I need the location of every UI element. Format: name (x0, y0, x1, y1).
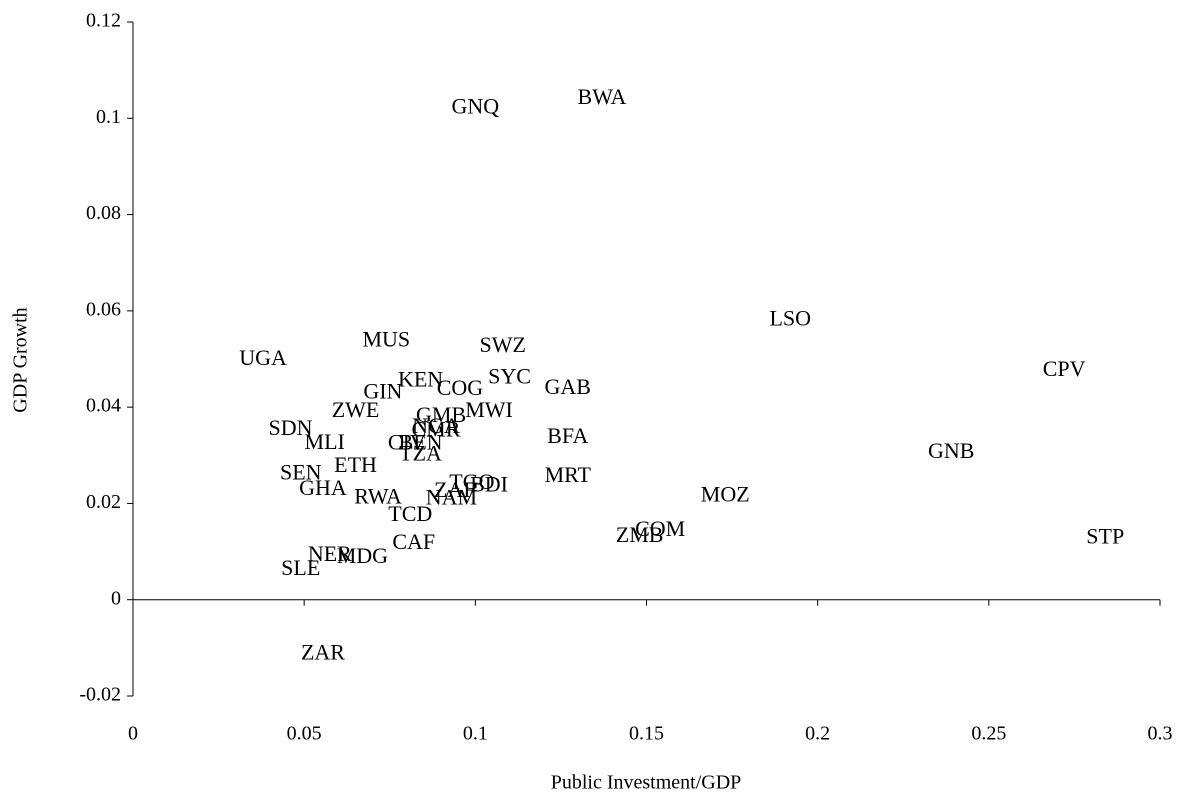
point-label: CAF (392, 529, 435, 554)
point-label: GHA (299, 475, 347, 500)
x-tick-label: 0.15 (629, 723, 664, 745)
point-label: UGA (239, 345, 287, 370)
point-label: GNQ (451, 94, 499, 119)
point-label: KEN (398, 367, 443, 392)
point-label: SEN (280, 460, 322, 485)
point-label: BFA (547, 423, 588, 448)
x-tick-label: 0.2 (805, 723, 830, 745)
point-label: MRT (545, 462, 592, 487)
y-tick-label: 0 (111, 587, 121, 609)
point-label: STP (1086, 524, 1124, 549)
point-label: SLE (281, 555, 320, 580)
x-tick-label: 0.3 (1148, 723, 1173, 745)
y-tick-label: -0.02 (79, 684, 121, 706)
point-label: ZAR (301, 640, 345, 665)
point-label: GMB (416, 402, 466, 427)
y-tick-label: 0.12 (86, 10, 121, 32)
x-tick-label: 0 (128, 723, 138, 745)
point-label: MDG (337, 543, 388, 568)
point-label: SDN (268, 415, 312, 440)
point-label: COG (437, 375, 484, 400)
point-label: GIN (363, 379, 402, 404)
x-tick-label: 0.25 (971, 723, 1006, 745)
point-label: BEN (399, 430, 443, 455)
point-label: MUS (362, 327, 410, 352)
point-label: ZWE (332, 397, 380, 422)
point-label: BWA (578, 84, 627, 109)
point-label: ZAF (434, 477, 476, 502)
point-label: SWZ (479, 332, 525, 357)
x-tick-label: 0.1 (463, 723, 488, 745)
y-tick-label: 0.04 (86, 395, 121, 417)
point-label: TZA (399, 440, 442, 465)
point-label: NER (308, 541, 352, 566)
y-tick-label: 0.08 (86, 202, 121, 224)
y-tick-label: 0.02 (86, 491, 121, 513)
point-label: TCD (388, 501, 432, 526)
point-label: CMR (412, 416, 461, 441)
x-tick-label: 0.05 (287, 723, 322, 745)
x-axis-title: Public Investment/GDP (551, 772, 742, 794)
point-label: GNB (928, 438, 974, 463)
point-label: CIV (388, 430, 426, 455)
point-label: GAB (545, 374, 591, 399)
point-label: ETH (334, 452, 377, 477)
y-tick-label: 0.06 (86, 298, 121, 320)
point-label: MWI (465, 397, 513, 422)
point-label: CPV (1043, 356, 1086, 381)
point-label: COM (635, 516, 685, 541)
point-label: MLI (305, 429, 345, 454)
y-axis-title: GDP Growth (10, 307, 32, 412)
point-label: NGA (412, 413, 460, 438)
point-label: ZMB (616, 522, 664, 547)
point-label: BDI (470, 472, 508, 497)
point-label: LSO (769, 306, 811, 331)
point-label: RWA (354, 484, 402, 509)
y-tick-label: 0.1 (96, 106, 121, 128)
point-label: NAM (426, 485, 477, 510)
point-label: SYC (488, 363, 531, 388)
point-label: MOZ (701, 482, 750, 507)
point-label: TGO (449, 469, 494, 494)
